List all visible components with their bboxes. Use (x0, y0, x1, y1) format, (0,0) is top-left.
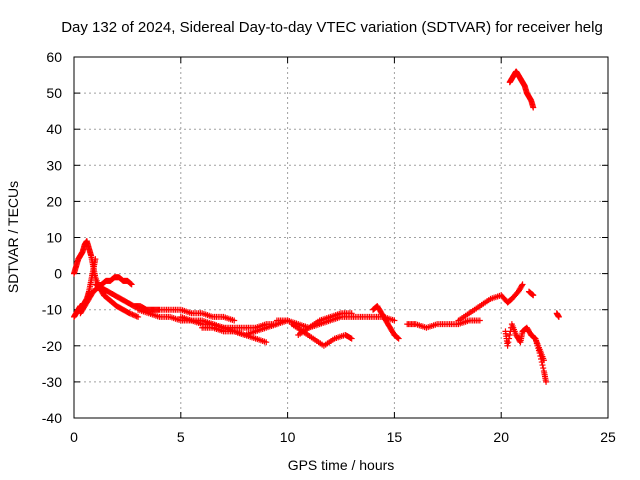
data-points (71, 68, 562, 385)
y-tick-label: -10 (42, 302, 62, 318)
y-tick-label: 0 (54, 266, 62, 282)
series-arc-h (273, 313, 398, 331)
y-tick-label: 50 (46, 85, 62, 101)
series-arc-g (199, 321, 280, 338)
series-arc-m (455, 281, 526, 324)
data-point (537, 353, 544, 360)
series-arc-r (553, 310, 562, 320)
y-tick-label: 60 (46, 49, 62, 65)
series-arc-k (370, 303, 402, 342)
data-point (506, 331, 513, 338)
data-point (394, 334, 401, 341)
data-point (348, 310, 355, 317)
data-point (538, 359, 545, 366)
data-point (505, 339, 512, 346)
x-tick-label: 15 (387, 429, 403, 445)
data-point (555, 313, 562, 320)
data-point (231, 317, 238, 324)
x-tick-label: 25 (600, 429, 616, 445)
data-point (543, 378, 550, 385)
y-tick-label: -30 (42, 374, 62, 390)
series-arc-d (92, 281, 238, 324)
data-point (127, 280, 134, 287)
y-tick-label: -20 (42, 338, 62, 354)
x-tick-label: 20 (493, 429, 509, 445)
data-point (92, 256, 99, 263)
data-point (530, 292, 537, 299)
x-tick-label: 5 (177, 429, 185, 445)
data-point (538, 356, 545, 363)
y-axis-label: SDTVAR / TECUs (5, 181, 21, 293)
y-tick-label: -40 (42, 410, 62, 426)
x-tick-label: 0 (70, 429, 78, 445)
data-point (395, 335, 402, 342)
data-point (391, 317, 398, 324)
data-point (128, 281, 135, 288)
y-axis-ticks: -40 -30 -20 -10 0 10 20 30 40 50 60 (42, 49, 608, 426)
x-axis-ticks: 0 5 10 15 20 25 (70, 57, 616, 445)
x-tick-label: 10 (280, 429, 296, 445)
data-point (530, 104, 537, 111)
data-point (506, 335, 513, 342)
data-point (518, 282, 525, 289)
series-arc-p (506, 68, 537, 111)
y-tick-label: 20 (46, 193, 62, 209)
x-axis-label: GPS time / hours (288, 457, 395, 473)
y-tick-label: 40 (46, 121, 62, 137)
series-arc-i (288, 321, 355, 349)
series-arc-j (295, 310, 355, 338)
data-point (529, 291, 536, 298)
data-point (347, 334, 354, 341)
data-point (504, 342, 511, 349)
data-point (348, 335, 355, 342)
series-arc-o (532, 335, 550, 385)
data-point (539, 362, 546, 369)
data-point (536, 350, 543, 357)
series-arc-l (404, 317, 483, 331)
series-arc-q (525, 288, 537, 299)
y-tick-label: 30 (46, 157, 62, 173)
data-point (476, 317, 483, 324)
y-tick-label: 10 (46, 230, 62, 246)
chart-title: Day 132 of 2024, Sidereal Day-to-day VTE… (61, 19, 603, 36)
data-point (263, 339, 270, 346)
data-point (135, 313, 142, 320)
data-point (540, 365, 547, 372)
grid (74, 57, 608, 418)
data-point (519, 281, 526, 288)
